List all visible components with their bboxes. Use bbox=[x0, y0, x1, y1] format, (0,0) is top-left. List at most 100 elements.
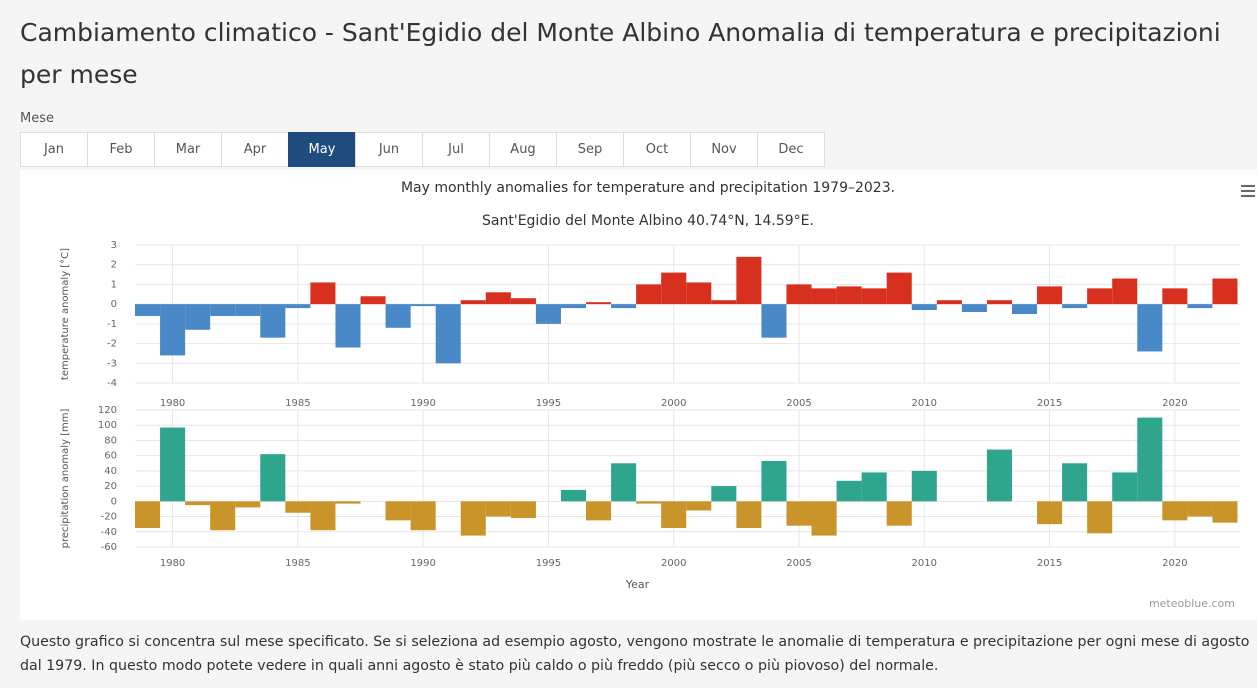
bar bbox=[861, 288, 887, 305]
menu-bar[interactable] bbox=[1241, 195, 1255, 197]
bar bbox=[1087, 288, 1113, 305]
bar bbox=[285, 501, 311, 513]
bar bbox=[986, 300, 1012, 305]
bar bbox=[611, 304, 637, 309]
month-tab[interactable]: Oct bbox=[623, 132, 691, 167]
menu-bar[interactable] bbox=[1241, 185, 1255, 187]
tabs-label: Mese bbox=[20, 111, 54, 126]
y-tick-label: -4 bbox=[107, 378, 117, 389]
x-tick-label: 1985 bbox=[285, 398, 310, 409]
bar bbox=[836, 286, 862, 305]
month-tab[interactable]: Nov bbox=[690, 132, 758, 167]
bar bbox=[1112, 278, 1138, 305]
y-tick-label: 20 bbox=[104, 481, 117, 492]
menu-bar[interactable] bbox=[1241, 190, 1255, 192]
bar bbox=[135, 501, 161, 528]
bar bbox=[410, 501, 436, 531]
x-tick-label: 1995 bbox=[536, 558, 561, 569]
page-title: Cambiamento climatico - Sant'Egidio del … bbox=[20, 18, 1221, 89]
bar bbox=[1037, 286, 1063, 305]
chart-subtitle: Sant'Egidio del Monte Albino 40.74°N, 14… bbox=[482, 213, 814, 229]
bar bbox=[786, 284, 812, 305]
month-tab[interactable]: Mar bbox=[154, 132, 222, 167]
month-tab[interactable]: Jun bbox=[355, 132, 423, 167]
bar bbox=[636, 501, 662, 504]
y-tick-label: -40 bbox=[101, 527, 117, 538]
bar bbox=[911, 304, 937, 311]
bar bbox=[335, 304, 361, 348]
bar bbox=[1137, 417, 1163, 502]
bar bbox=[360, 296, 386, 305]
bar bbox=[410, 304, 436, 307]
bar bbox=[1212, 278, 1238, 305]
bar bbox=[535, 304, 561, 324]
bar bbox=[210, 304, 236, 316]
month-tab[interactable]: Feb bbox=[87, 132, 155, 167]
x-tick-label: 2005 bbox=[786, 398, 811, 409]
bar bbox=[160, 304, 186, 356]
bar bbox=[135, 304, 161, 316]
month-tab[interactable]: Dec bbox=[757, 132, 825, 167]
bar bbox=[1112, 472, 1138, 502]
y-tick-label: -2 bbox=[107, 339, 117, 350]
bar bbox=[961, 304, 987, 313]
month-tab[interactable]: Apr bbox=[221, 132, 289, 167]
bar bbox=[185, 304, 211, 330]
month-tab[interactable]: May bbox=[288, 132, 356, 167]
bar bbox=[711, 486, 737, 502]
bar bbox=[335, 501, 361, 504]
bar bbox=[986, 449, 1012, 502]
x-tick-label: 1985 bbox=[285, 558, 310, 569]
month-tab[interactable]: Jul bbox=[422, 132, 490, 167]
month-tab[interactable]: Jan bbox=[20, 132, 88, 167]
y-tick-label: 0 bbox=[111, 496, 117, 507]
chart: May monthly anomalies for temperature an… bbox=[60, 180, 1255, 610]
description: Questo grafico si concentra sul mese spe… bbox=[20, 634, 1250, 674]
x-tick-label: 2020 bbox=[1162, 558, 1187, 569]
bar bbox=[260, 304, 286, 338]
bar bbox=[686, 501, 712, 511]
y-tick-label: 60 bbox=[104, 451, 117, 462]
y-tick-label: 40 bbox=[104, 466, 117, 477]
x-tick-label: 2015 bbox=[1037, 398, 1062, 409]
y-tick-label: -60 bbox=[101, 542, 117, 553]
y-axis-label: temperature anomaly [°C] bbox=[60, 248, 71, 380]
bar bbox=[1187, 501, 1213, 517]
y-tick-label: 120 bbox=[98, 405, 117, 416]
menu-icon[interactable] bbox=[1241, 185, 1255, 197]
x-tick-label: 1995 bbox=[536, 398, 561, 409]
x-tick-label: 1980 bbox=[160, 558, 185, 569]
x-tick-label: 2010 bbox=[912, 558, 937, 569]
bar bbox=[235, 304, 261, 316]
bar bbox=[636, 284, 662, 305]
y-tick-label: 80 bbox=[104, 435, 117, 446]
x-tick-label: 2010 bbox=[912, 398, 937, 409]
bar bbox=[586, 501, 612, 521]
bar bbox=[836, 480, 862, 502]
bar bbox=[1137, 304, 1163, 352]
bar bbox=[736, 256, 762, 305]
chart-title: May monthly anomalies for temperature an… bbox=[401, 180, 895, 196]
bar bbox=[485, 292, 511, 305]
bar bbox=[260, 454, 286, 502]
month-tab[interactable]: Sep bbox=[556, 132, 624, 167]
bar bbox=[235, 501, 261, 508]
bar bbox=[210, 501, 236, 531]
x-tick-label: 2020 bbox=[1162, 398, 1187, 409]
bar bbox=[811, 501, 837, 536]
bar bbox=[886, 501, 912, 526]
bar bbox=[911, 470, 937, 502]
bar bbox=[1037, 501, 1063, 525]
chart-panel: May monthly anomalies for temperature an… bbox=[20, 170, 1257, 620]
y-tick-label: 100 bbox=[98, 420, 117, 431]
x-tick-label: 1990 bbox=[410, 398, 435, 409]
bar bbox=[711, 300, 737, 305]
y-tick-label: -20 bbox=[101, 512, 117, 523]
bar bbox=[1062, 463, 1088, 502]
bar bbox=[686, 282, 712, 305]
bar bbox=[661, 501, 687, 528]
x-tick-label: 2000 bbox=[661, 558, 686, 569]
month-tab[interactable]: Aug bbox=[489, 132, 557, 167]
bar bbox=[861, 472, 887, 502]
